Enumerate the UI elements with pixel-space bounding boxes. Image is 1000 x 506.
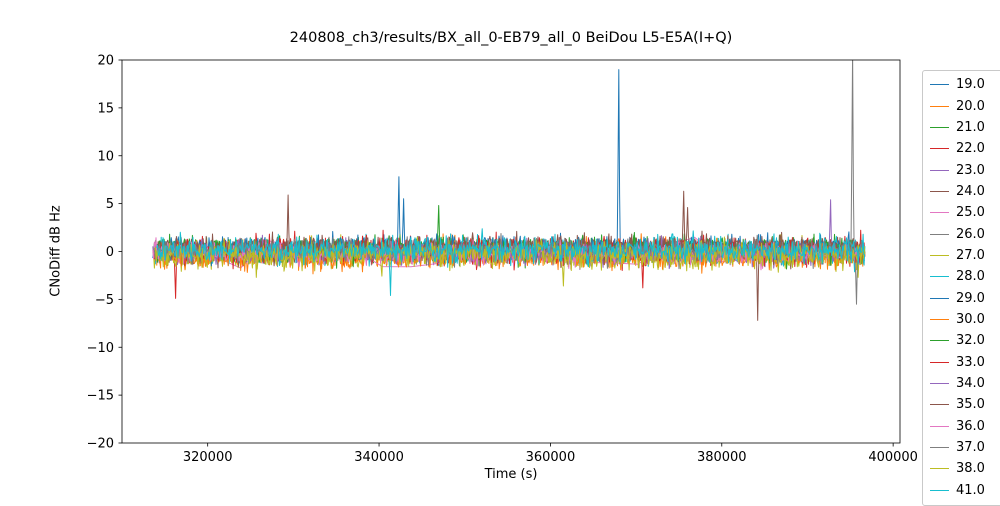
series-line-41.0 [156, 230, 865, 268]
legend-label: 24.0 [956, 183, 985, 199]
legend-item: 35.0 [930, 394, 1000, 415]
legend-item: 41.0 [930, 480, 1000, 501]
y-tick-label: −5 [95, 293, 114, 308]
legend-item: 25.0 [930, 202, 1000, 223]
legend-label: 35.0 [956, 397, 985, 413]
x-tick-label: 360000 [526, 450, 576, 465]
x-tick-label: 380000 [697, 450, 747, 465]
legend-line-sample [930, 212, 949, 214]
legend-label: 28.0 [956, 269, 985, 285]
legend-item: 26.0 [930, 223, 1000, 244]
legend-line-sample [930, 126, 949, 128]
y-tick-label: 5 [106, 197, 114, 212]
legend-line-sample [930, 318, 949, 320]
legend-item: 37.0 [930, 437, 1000, 458]
legend-line-sample [930, 361, 949, 363]
legend-item: 22.0 [930, 138, 1000, 159]
legend-line-sample [930, 190, 949, 192]
legend-line-sample [930, 105, 949, 107]
y-tick-label: −10 [87, 341, 114, 356]
legend-item: 24.0 [930, 181, 1000, 202]
legend-label: 29.0 [956, 290, 985, 306]
legend-line-sample [930, 489, 949, 491]
legend-label: 33.0 [956, 354, 985, 370]
legend-line-sample [930, 84, 949, 86]
legend-line-sample [930, 425, 949, 427]
legend-item: 19.0 [930, 74, 1000, 95]
legend-line-sample [930, 233, 949, 235]
legend-label: 26.0 [956, 226, 985, 242]
legend-line-sample [930, 254, 949, 256]
legend-line-sample [930, 169, 949, 171]
legend-line-sample [930, 447, 949, 449]
legend-label: 36.0 [956, 418, 985, 434]
legend-item: 33.0 [930, 351, 1000, 372]
legend-item: 38.0 [930, 458, 1000, 479]
legend-item: 28.0 [930, 266, 1000, 287]
chart-title: 240808_ch3/results/BX_all_0-EB79_all_0 B… [289, 30, 733, 46]
legend-line-sample [930, 276, 949, 278]
legend-line-sample [930, 297, 949, 299]
legend-label: 27.0 [956, 247, 985, 263]
x-tick-label: 340000 [354, 450, 404, 465]
y-tick-label: 15 [97, 101, 114, 116]
x-tick-label: 320000 [183, 450, 233, 465]
legend-label: 25.0 [956, 205, 985, 221]
legend-line-sample [930, 382, 949, 384]
legend-label: 37.0 [956, 440, 985, 456]
y-tick-label: −15 [87, 389, 114, 404]
legend-item: 29.0 [930, 287, 1000, 308]
legend-item: 36.0 [930, 416, 1000, 437]
legend-line-sample [930, 468, 949, 470]
legend-item: 23.0 [930, 159, 1000, 180]
legend-label: 30.0 [956, 311, 985, 327]
legend-item: 34.0 [930, 373, 1000, 394]
y-tick-label: 0 [106, 245, 114, 260]
legend-label: 34.0 [956, 375, 985, 391]
legend-line-sample [930, 404, 949, 406]
legend-label: 19.0 [956, 77, 985, 93]
legend-line-sample [930, 340, 949, 342]
legend-line-sample [930, 148, 949, 150]
legend-item: 20.0 [930, 95, 1000, 116]
legend-item: 30.0 [930, 309, 1000, 330]
legend-item: 32.0 [930, 330, 1000, 351]
y-tick-label: −20 [87, 437, 114, 452]
legend-label: 41.0 [956, 482, 985, 498]
legend-item: 21.0 [930, 117, 1000, 138]
legend-label: 22.0 [956, 141, 985, 157]
x-axis-label: Time (s) [484, 467, 538, 482]
x-tick-label: 400000 [868, 450, 918, 465]
legend-label: 32.0 [956, 333, 985, 349]
legend-label: 38.0 [956, 461, 985, 477]
y-tick-label: 20 [97, 54, 114, 69]
legend-label: 20.0 [956, 98, 985, 114]
legend-label: 23.0 [956, 162, 985, 178]
legend-item: 27.0 [930, 245, 1000, 266]
y-tick-label: 10 [97, 149, 114, 164]
legend-label: 21.0 [956, 119, 985, 135]
legend: 19.0 20.0 21.0 22.0 23.0 24.0 25.0 26.0 27.0 28.0… [922, 70, 1000, 506]
